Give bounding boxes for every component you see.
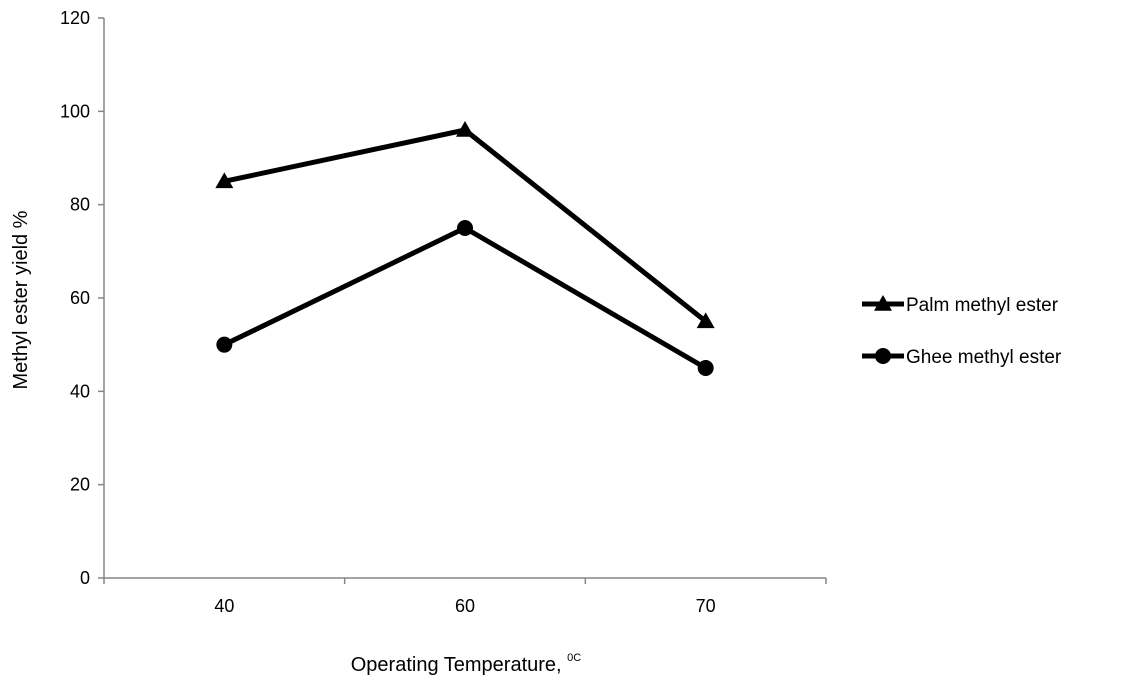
data-point [697,360,714,376]
x-ticks: 40 60 70 [103,578,827,616]
legend-marker [875,348,891,364]
x-tick-label: 40 [214,596,234,616]
y-ticks: 0 20 40 60 80 100 120 [60,8,104,588]
y-tick-label: 80 [70,195,90,215]
y-tick-label: 40 [70,381,90,401]
y-tick-label: 120 [60,8,90,28]
axes [103,18,826,579]
series-1 [215,121,715,329]
y-axis-title: Methyl ester yield % [10,210,32,389]
y-tick-label: 0 [80,568,90,588]
y-tick-label: 100 [60,101,90,121]
legend-label: Palm methyl ester [906,295,1059,316]
y-tick-label: 20 [70,475,90,495]
data-point [456,121,474,137]
legend-item: Palm methyl ester [862,295,1059,316]
series-2 [216,220,714,376]
x-tick-label: 60 [455,596,475,616]
legend: Palm methyl ester Ghee methyl ester [862,295,1062,368]
x-tick-label: 70 [696,596,716,616]
x-axis-title-superscript: 0C [567,652,581,664]
data-point [216,336,233,353]
series-line [223,225,707,371]
y-tick-label: 60 [70,288,90,308]
x-axis-title: Operating Temperature, 0C [351,652,582,676]
legend-label: Ghee methyl ester [906,347,1062,368]
data-point [696,312,715,329]
data-point [215,172,234,189]
x-axis-title-main: Operating Temperature, [351,654,567,676]
series-layer [215,121,715,376]
legend-marker [874,295,892,311]
legend-item: Ghee methyl ester [862,347,1062,368]
data-point [457,220,473,236]
